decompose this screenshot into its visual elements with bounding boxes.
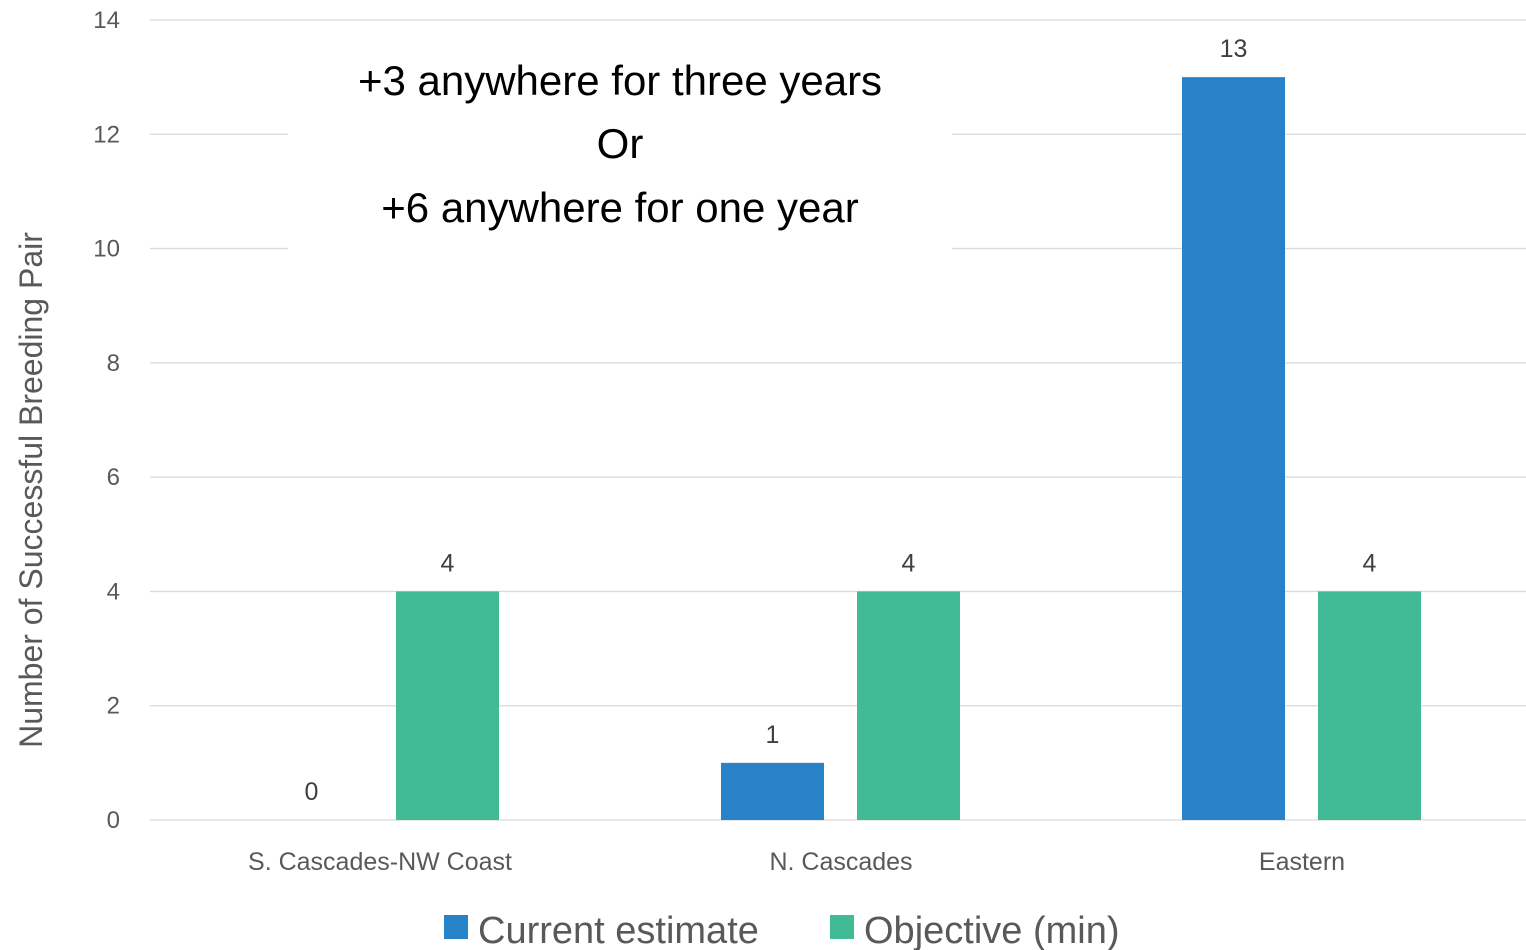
y-tick-label: 6: [107, 464, 120, 491]
annotation-background: [288, 52, 952, 250]
y-axis-label: Number of Successful Breeding Pair: [13, 232, 49, 748]
bar: [857, 591, 960, 820]
y-tick-label: 14: [93, 7, 120, 34]
data-label: 13: [1220, 35, 1248, 63]
annotation-line-3: +6 anywhere for one year: [381, 184, 858, 231]
legend-swatch: [830, 915, 854, 939]
y-tick-label: 0: [107, 807, 120, 834]
bar: [1182, 77, 1285, 820]
annotation-line-2: Or: [597, 120, 644, 167]
legend-swatch: [444, 915, 468, 939]
legend-label: Current estimate: [478, 910, 759, 950]
data-labels: 0 4 1 4 13 4: [305, 35, 1377, 806]
data-label: 4: [902, 549, 916, 577]
x-axis-categories: S. Cascades-NW Coast N. Cascades Eastern: [248, 848, 1345, 876]
y-tick-label: 8: [107, 350, 120, 377]
y-tick-label: 12: [93, 121, 120, 148]
annotation: +3 anywhere for three years Or +6 anywhe…: [358, 57, 882, 231]
y-axis-ticks: 0 2 4 6 8 10 12 14: [93, 7, 120, 834]
y-tick-label: 4: [107, 578, 120, 605]
legend: Current estimate Objective (min): [444, 910, 1120, 950]
bar: [721, 762, 824, 820]
data-label: 4: [1363, 549, 1377, 577]
y-tick-label: 2: [107, 693, 120, 720]
data-label: 4: [441, 549, 455, 577]
x-category-label: Eastern: [1259, 848, 1345, 876]
annotation-line-1: +3 anywhere for three years: [358, 57, 882, 104]
x-category-label: N. Cascades: [769, 848, 912, 876]
y-tick-label: 10: [93, 236, 120, 263]
bar: [396, 591, 499, 820]
x-category-label: S. Cascades-NW Coast: [248, 848, 512, 876]
data-label: 1: [766, 721, 780, 749]
bars: [396, 77, 1421, 820]
legend-label: Objective (min): [864, 910, 1120, 950]
bar: [1318, 591, 1421, 820]
data-label: 0: [305, 778, 319, 806]
